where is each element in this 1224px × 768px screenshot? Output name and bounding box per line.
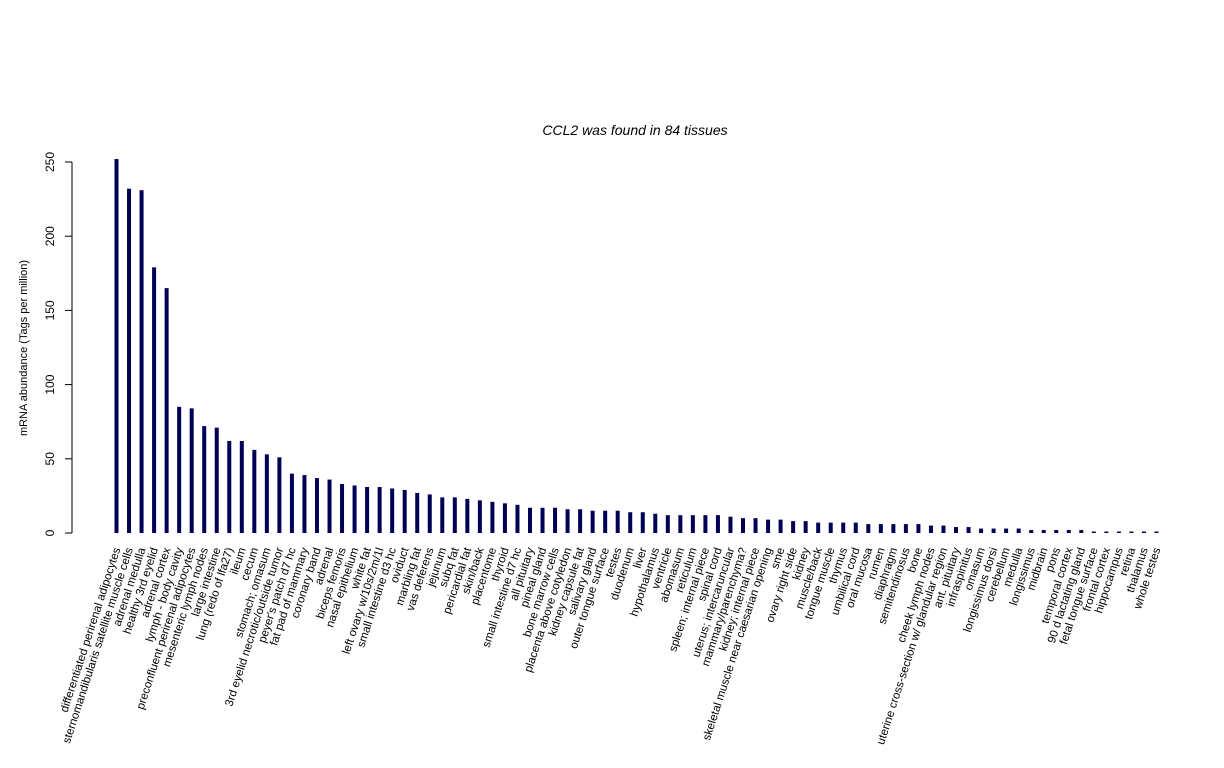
bar	[490, 501, 495, 533]
bar	[791, 521, 796, 533]
bar	[402, 489, 407, 533]
bar	[1141, 531, 1146, 533]
bar	[891, 524, 896, 533]
bar	[866, 524, 871, 533]
bar	[264, 454, 269, 533]
bar	[1154, 531, 1159, 533]
bar	[1129, 531, 1134, 533]
bar	[715, 515, 720, 533]
y-axis: 0 50 100 150 200 250	[43, 152, 73, 536]
bar	[1016, 528, 1021, 533]
bar	[816, 522, 821, 533]
bar	[202, 426, 207, 533]
bar	[1029, 530, 1034, 533]
bar	[377, 486, 382, 533]
bar	[690, 515, 695, 533]
bar	[903, 524, 908, 533]
bar	[553, 507, 558, 533]
bar	[678, 515, 683, 533]
bar	[327, 479, 332, 533]
bar	[415, 492, 420, 533]
x-tick-label: differentiated perirenal adipocytes	[59, 546, 124, 714]
bar	[1104, 531, 1109, 533]
bar	[214, 427, 219, 533]
bar	[778, 519, 783, 533]
bar	[515, 504, 520, 533]
bar	[164, 288, 169, 533]
bar	[803, 521, 808, 533]
bar	[966, 527, 971, 533]
y-tick-label: 200	[43, 226, 57, 246]
bar	[477, 500, 482, 533]
y-tick-label: 250	[43, 152, 57, 172]
x-tick-labels: differentiated perirenal adipocytesstern…	[59, 545, 1164, 746]
bar	[302, 475, 307, 533]
bar	[603, 510, 608, 533]
bar	[252, 449, 257, 533]
bar	[365, 486, 370, 533]
bar	[565, 509, 570, 533]
bar	[753, 518, 758, 533]
bar	[766, 519, 771, 533]
bar	[878, 524, 883, 533]
bar	[628, 512, 633, 533]
bar	[239, 440, 244, 533]
bar	[289, 473, 294, 533]
bar	[1041, 530, 1046, 533]
bar	[427, 494, 432, 533]
bar	[540, 507, 545, 533]
bar	[615, 510, 620, 533]
x-tick-label: sternomandibularis satellite muscle cell…	[61, 546, 136, 745]
bar	[390, 488, 395, 533]
bar	[452, 497, 457, 533]
y-axis-label: mRNA abundance (Tags per million)	[18, 260, 30, 436]
bar	[941, 525, 946, 533]
bar	[741, 518, 745, 533]
bar	[590, 510, 595, 533]
bar	[189, 408, 194, 533]
bar	[340, 484, 345, 533]
bar	[527, 507, 532, 533]
y-tick-label: 0	[43, 529, 57, 536]
bar	[703, 515, 708, 533]
bar	[841, 522, 846, 533]
bar	[1079, 530, 1084, 533]
bar	[979, 528, 984, 533]
bar	[916, 524, 921, 533]
bar	[440, 497, 445, 533]
bar	[502, 503, 507, 533]
bar	[1066, 530, 1071, 533]
bar	[578, 509, 583, 533]
bar	[991, 528, 996, 533]
bar	[853, 522, 858, 533]
bar	[314, 478, 319, 533]
bar	[465, 498, 470, 533]
chart-title: CCL2 was found in 84 tissues	[542, 122, 727, 138]
y-tick-label: 150	[43, 300, 57, 320]
bar	[352, 485, 357, 533]
bar	[728, 516, 733, 533]
bar	[928, 525, 933, 533]
bars	[114, 159, 1159, 534]
bar	[177, 406, 182, 533]
bar	[1004, 528, 1009, 533]
bar	[640, 512, 645, 533]
bar	[139, 190, 144, 534]
bar	[1054, 530, 1059, 533]
bar	[1091, 531, 1096, 533]
bar	[127, 188, 132, 533]
bar	[114, 159, 119, 534]
bar	[954, 527, 959, 533]
bar	[665, 515, 670, 533]
bar	[227, 440, 232, 533]
y-tick-label: 50	[43, 452, 57, 466]
bar	[653, 513, 658, 533]
y-tick-label: 100	[43, 374, 57, 394]
bar	[1116, 531, 1121, 533]
bar	[828, 522, 833, 533]
bar	[277, 457, 282, 533]
bar	[152, 267, 157, 533]
